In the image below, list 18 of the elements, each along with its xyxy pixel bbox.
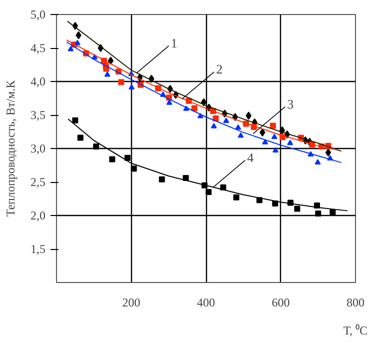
y-tick-label: 3,0 — [30, 142, 46, 156]
x-tick-label: 800 — [346, 296, 364, 310]
x-tick-label: 600 — [272, 296, 290, 310]
y-axis-title: Теплопроводность, Вт/м.К — [4, 79, 18, 217]
annotation: 3 — [287, 96, 294, 112]
x-axis-title: Т, ⁰С — [343, 324, 368, 338]
annotation: 4 — [247, 150, 254, 165]
y-tick-label: 3,5 — [30, 108, 46, 122]
y-tick-label: 4,0 — [30, 74, 46, 88]
y-tick-label: 2,0 — [30, 208, 46, 222]
x-tick-label: 400 — [197, 296, 215, 310]
y-tick-label: 4,5 — [30, 41, 46, 55]
y-tick-label: 5,0 — [30, 8, 46, 22]
y-tick-label: 2,5 — [30, 175, 46, 189]
annotation: 1 — [170, 35, 178, 50]
annotation: 2 — [216, 61, 223, 76]
y-tick-label: 1,5 — [30, 242, 46, 256]
x-tick-label: 200 — [122, 296, 140, 310]
